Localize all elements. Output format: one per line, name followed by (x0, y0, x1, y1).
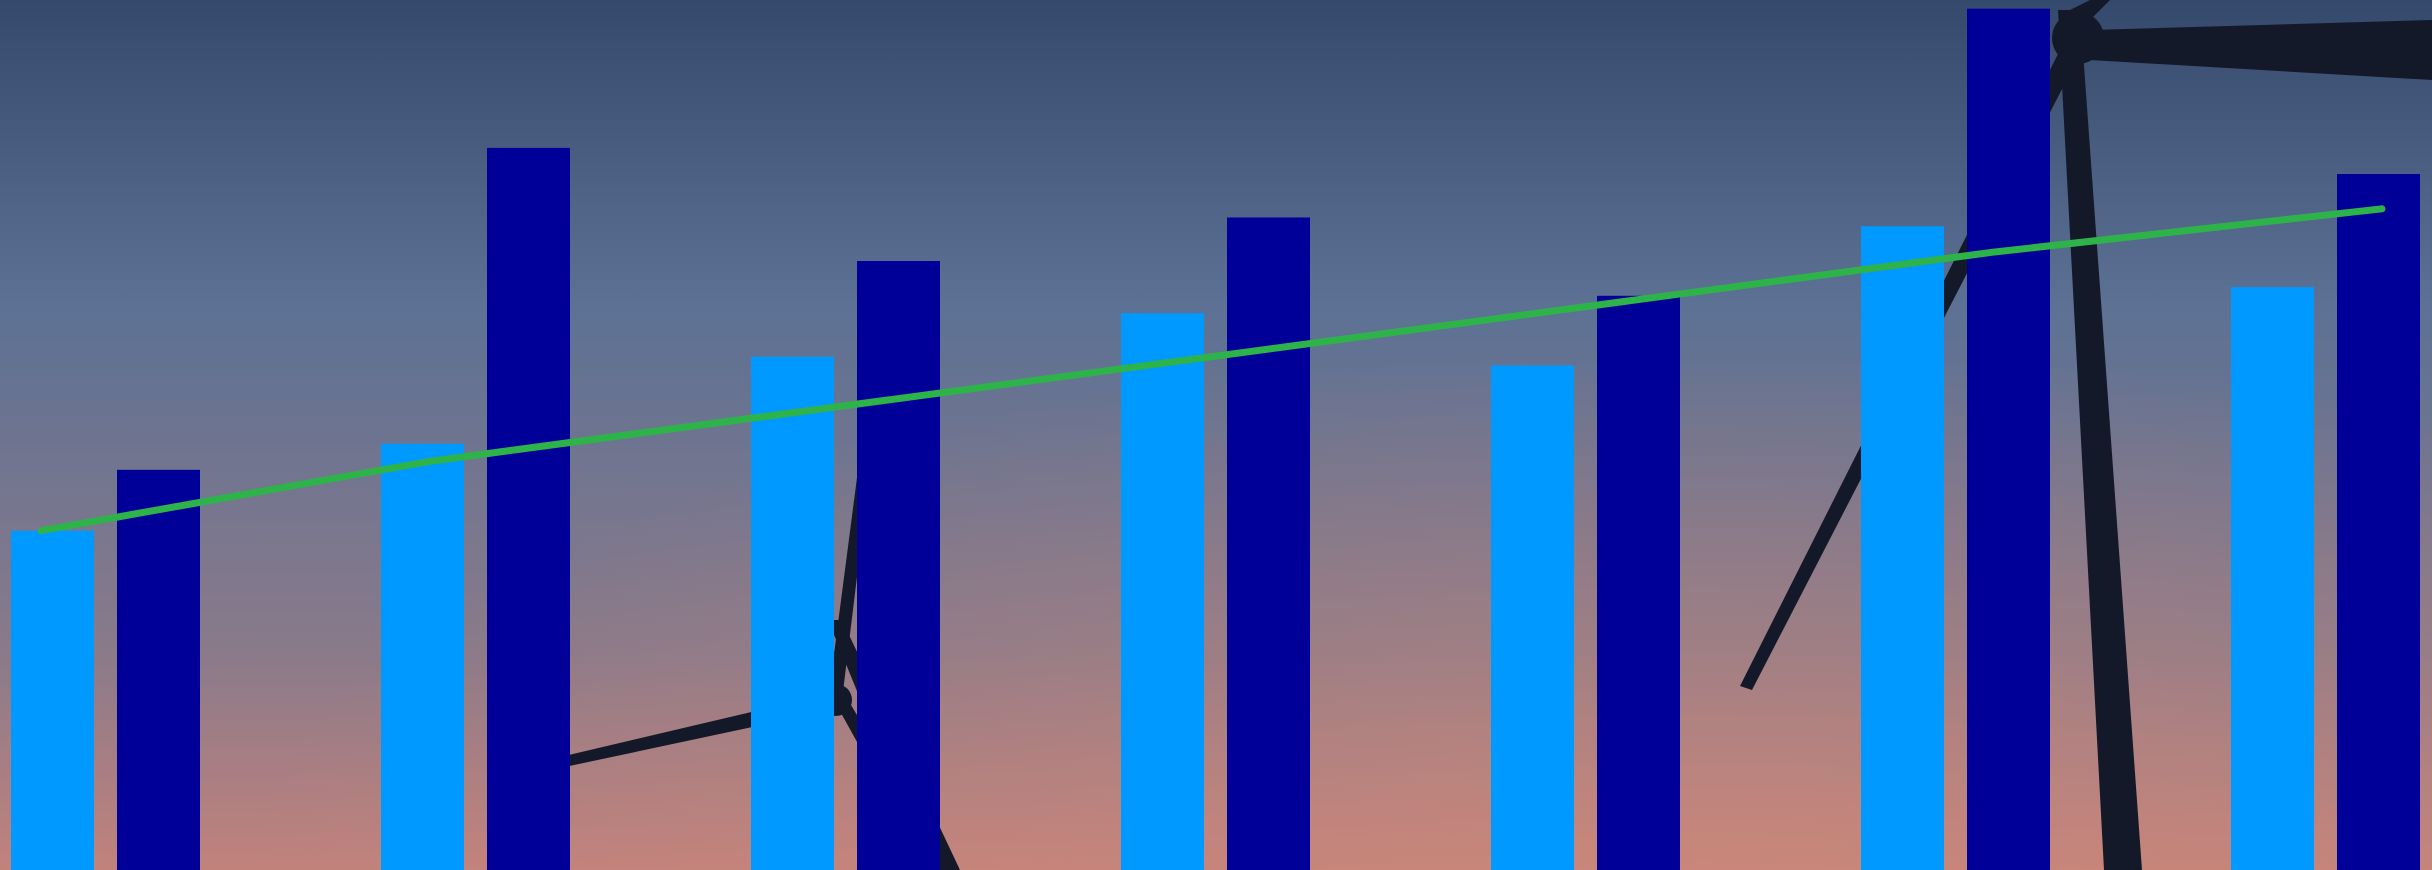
bar-series-1-group-6 (1861, 226, 1944, 870)
bar-series-2-group-2 (487, 147, 570, 870)
bar-series-1-group-5 (1491, 365, 1574, 870)
turbine-blade-right-horizontal (2090, 20, 2432, 80)
bar-series-2-group-4 (1227, 217, 1310, 870)
bar-series-2-group-1 (117, 469, 200, 870)
trend-line-group (37, 205, 2386, 535)
bar-series-1-group-4 (1121, 313, 1204, 870)
bar-series-2-group-6 (1967, 8, 2050, 870)
bar-series-1-group-3 (751, 356, 834, 870)
turbine-tower-right (2058, 10, 2142, 870)
bar-series-1-group-7 (2231, 287, 2314, 870)
bar-series-1-group-1 (11, 530, 94, 870)
bar-series-2-group-5 (1597, 295, 1680, 870)
turbine-blade-right-upper (2070, 0, 2110, 24)
trend-line-1 (37, 205, 2386, 535)
bar-group (11, 8, 2420, 870)
bar-series-2-group-3 (857, 261, 940, 870)
bar-series-1-group-2 (381, 443, 464, 870)
bar-series-2-group-7 (2337, 174, 2420, 870)
